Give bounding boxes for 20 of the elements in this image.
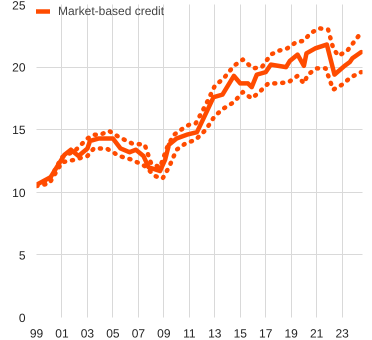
x-tick-label: 99 [30, 326, 44, 340]
y-tick-label: 5 [18, 248, 26, 262]
x-tick-label: 21 [310, 326, 324, 340]
y-tick-label: 0 [18, 311, 26, 325]
x-tick-label: 15 [234, 326, 248, 340]
x-tick-label: 03 [80, 326, 94, 340]
x-tick-label: 07 [132, 326, 146, 340]
y-tick-label: 20 [12, 60, 26, 75]
x-tick-label: 01 [55, 326, 69, 340]
legend-label: Market-based credit [58, 4, 164, 18]
y-tick-label: 25 [12, 0, 26, 12]
x-tick-label: 19 [284, 326, 298, 340]
y-tick-label: 10 [12, 186, 26, 200]
x-tick-label: 23 [335, 326, 350, 340]
x-tick-label: 11 [183, 326, 196, 340]
y-tick-label: 15 [12, 123, 26, 138]
x-tick-label: 17 [259, 326, 273, 340]
x-tick-label: 05 [106, 326, 120, 340]
x-tick-label: 13 [208, 326, 222, 340]
x-tick-label: 09 [157, 326, 171, 340]
